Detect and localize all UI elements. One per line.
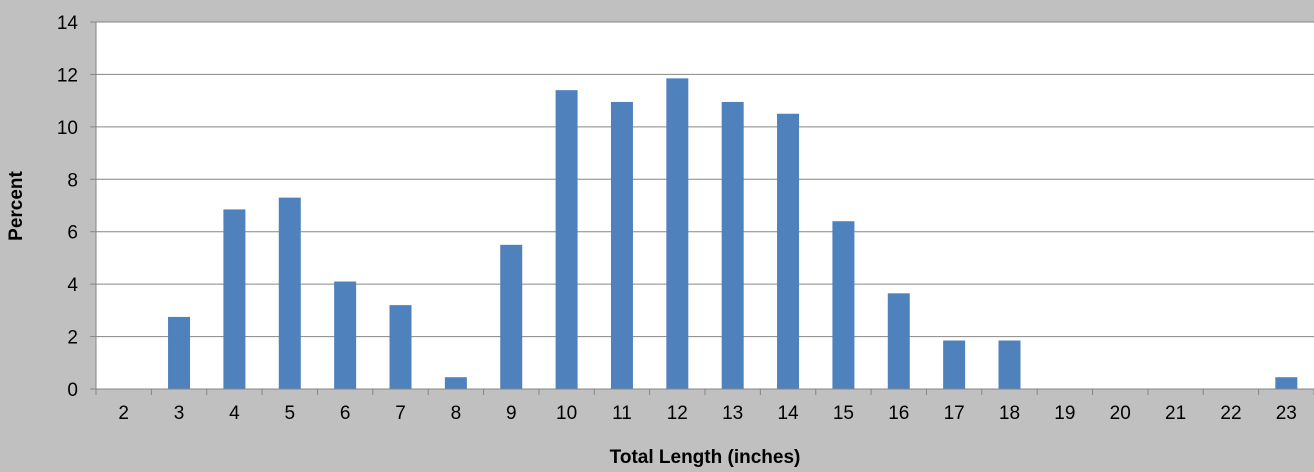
bar-4 (223, 209, 246, 389)
y-axis-title: Percent (6, 170, 27, 240)
bar-7 (389, 305, 412, 389)
bar-14 (777, 113, 800, 389)
x-tick-label: 4 (229, 403, 240, 424)
bar-23 (1275, 377, 1298, 389)
x-tick-label: 3 (174, 403, 185, 424)
x-tick-label: 20 (1110, 403, 1131, 424)
x-tick-label: 12 (667, 403, 688, 424)
x-tick-label: 6 (340, 403, 351, 424)
x-tick-label: 16 (888, 403, 909, 424)
x-tick-label: 21 (1165, 403, 1186, 424)
y-tick-label: 4 (67, 275, 78, 296)
x-tick-label: 9 (506, 403, 517, 424)
x-tick-label: 17 (944, 403, 965, 424)
bar-15 (832, 221, 855, 389)
bars (168, 78, 1298, 390)
x-tick-label: 14 (777, 403, 799, 424)
x-tick-label: 7 (395, 403, 406, 424)
bar-18 (998, 340, 1021, 389)
x-tick-label: 15 (833, 403, 854, 424)
y-tick-label: 8 (67, 170, 78, 191)
y-tick-label: 2 (67, 328, 78, 349)
x-tick-label: 5 (284, 403, 295, 424)
y-tick-label: 10 (57, 118, 78, 139)
y-tick-label: 0 (67, 380, 78, 401)
plot-area (96, 22, 1314, 389)
bar-8 (444, 377, 467, 389)
x-tick-label: 8 (451, 403, 462, 424)
x-axis-title: Total Length (inches) (610, 447, 801, 468)
bar-17 (943, 340, 966, 389)
bar-13 (721, 101, 744, 389)
bar-3 (168, 316, 191, 389)
x-tick-label: 22 (1220, 403, 1241, 424)
x-tick-label: 10 (556, 403, 577, 424)
bar-6 (334, 281, 357, 389)
y-tick-label: 14 (57, 13, 79, 34)
x-tick-label: 23 (1276, 403, 1297, 424)
y-tick-label: 6 (67, 223, 78, 244)
bar-5 (278, 197, 301, 389)
bar-16 (887, 293, 910, 389)
x-tick-label: 18 (999, 403, 1020, 424)
bar-12 (666, 78, 689, 389)
axes (90, 21, 1314, 395)
x-tick-label: 11 (612, 403, 632, 424)
bar-11 (610, 101, 633, 389)
x-tick-label: 2 (118, 403, 129, 424)
x-tick-label: 13 (722, 403, 743, 424)
bar-9 (500, 244, 523, 389)
bar-10 (555, 90, 578, 390)
x-tick-label: 19 (1054, 403, 1075, 424)
y-tick-label: 12 (57, 65, 78, 86)
